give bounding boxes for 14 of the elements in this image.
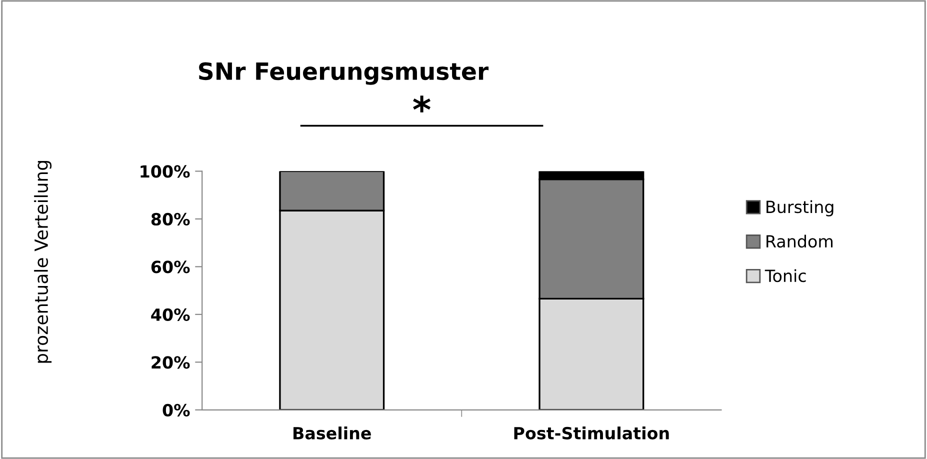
legend-label: Tonic <box>764 269 806 282</box>
y-axis-title: prozentuale Verteilung <box>34 161 52 363</box>
x-tick-label: Baseline <box>294 426 371 440</box>
legend-label: Bursting <box>766 200 834 216</box>
legend-label: Random <box>766 234 832 248</box>
x-tick-label: Post-Stimulation <box>514 426 669 440</box>
y-tick-label: 0% <box>162 404 190 416</box>
y-tick-label: 100% <box>140 165 190 178</box>
y-tick-label: 80% <box>151 212 190 226</box>
text: * <box>413 96 431 112</box>
y-tick-label: 60% <box>151 260 190 274</box>
y-tick-label: 20% <box>152 356 190 369</box>
chart-title: SNr Feuerungsmuster <box>199 62 489 85</box>
y-tick-label: 40% <box>151 308 190 321</box>
